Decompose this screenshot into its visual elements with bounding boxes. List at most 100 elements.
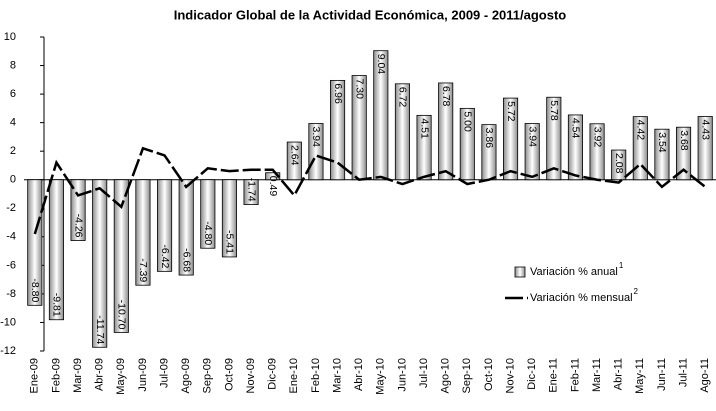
bar [611,149,627,181]
bar [416,114,432,181]
x-tick-label: Ago-09 [180,358,192,393]
bar [178,179,194,276]
x-tick-label: Abr-11 [613,358,625,390]
legend-superscript: 1 [619,261,624,270]
value-label: 6.78 [440,86,452,107]
value-label: -7.39 [137,258,149,282]
x-tick-label: Ene-11 [548,358,560,393]
value-label: 6.96 [332,83,344,104]
value-label: 5.72 [505,101,517,122]
x-tick-label: Jun-11 [656,358,668,391]
value-label: 9.04 [375,54,387,75]
y-tick-label: 8 [10,59,16,71]
value-label: -8.80 [29,278,41,302]
x-tick-label: Ene-10 [288,358,300,393]
x-tick-label: Sep-09 [202,358,214,393]
bar [286,141,302,181]
x-tick-label: Mar-10 [331,358,343,393]
value-label: 3.68 [678,130,690,151]
x-tick-label: May-10 [375,358,387,395]
x-tick-label: Jul-09 [158,358,170,388]
bar [459,107,475,181]
bar [200,179,216,249]
legend-label: Variación % mensual [530,292,633,304]
x-tick-label: Nov-09 [245,358,257,393]
bar [48,179,64,321]
x-tick-label: Ago-10 [440,358,452,393]
x-tick-label: Jun-10 [396,358,408,392]
bar [654,128,670,181]
y-tick-label: 6 [10,88,16,100]
value-label: 4.51 [418,118,430,139]
value-label: 6.72 [397,87,409,108]
line [33,146,706,235]
bar [524,123,540,181]
value-label: -6.68 [180,248,192,272]
x-tick-label: Jul-11 [677,358,689,387]
bar [92,179,108,348]
x-tick-label: May-11 [634,358,646,394]
x-tick-label: Ene-09 [29,358,41,393]
value-label: -10.70 [116,300,128,330]
x-tick-label: Ago-11 [699,358,711,393]
value-label: -4.80 [202,221,214,245]
legend-swatch [514,266,526,278]
y-tick-label: -10 [0,316,16,328]
y-tick-label: 4 [10,117,16,129]
x-tick-label: Dic-10 [526,358,538,390]
value-label: -5.41 [224,230,236,254]
chart-title: Indicador Global de la Actividad Económi… [174,7,567,22]
x-tick-label: Nov-10 [504,358,516,393]
value-label: -4.26 [72,214,84,238]
value-label: 4.43 [699,119,711,140]
y-tick-label: -12 [0,345,16,357]
bar [438,82,454,181]
bar [221,179,237,258]
x-tick-label: Oct-09 [223,358,235,391]
bar [27,179,43,306]
value-label: -6.42 [159,244,171,268]
bar [330,79,346,181]
value-label: 2.08 [613,153,625,174]
value-label: 4.54 [570,118,582,139]
bar [632,116,648,181]
bar [243,179,259,205]
bar [373,50,389,181]
bar [157,179,173,272]
value-label: 2.64 [289,145,301,166]
x-tick-label: Jun-09 [137,358,149,392]
x-tick-label: Abr-09 [94,358,106,391]
x-tick-label: Mar-09 [72,358,84,393]
x-tick-label: Oct-10 [483,358,495,391]
y-tick-label: 10 [4,31,16,43]
x-tick-label: Feb-10 [310,358,322,393]
bar [265,172,281,181]
value-label: 3.94 [310,126,322,147]
value-label: 3.54 [656,132,668,153]
value-label: 3.86 [483,128,495,149]
bar [546,96,562,181]
x-tick-label: Dic-09 [267,358,279,390]
value-label: 0.49 [267,176,279,197]
x-tick-label: Abr-10 [353,358,365,391]
value-label: 3.94 [526,126,538,147]
bar [676,126,692,181]
value-label: 5.78 [548,100,560,121]
value-label: 5.00 [462,111,474,132]
bar [308,123,324,181]
x-tick-label: Feb-09 [50,358,62,393]
x-tick-label: Mar-11 [591,358,603,392]
x-tick-label: Sep-10 [461,358,473,393]
value-label: 7.30 [353,79,365,100]
y-tick-label: -4 [6,231,16,243]
x-tick-label: Jul-10 [418,358,430,388]
x-tick-label: May-09 [115,358,127,395]
y-tick-label: 0 [10,174,16,186]
y-tick-label: -2 [6,202,16,214]
y-tick-label: -8 [6,288,16,300]
value-label: -9.81 [51,293,63,317]
y-tick-label: 2 [10,145,16,157]
bar [697,116,713,181]
bar [567,114,583,181]
bar [113,179,129,333]
